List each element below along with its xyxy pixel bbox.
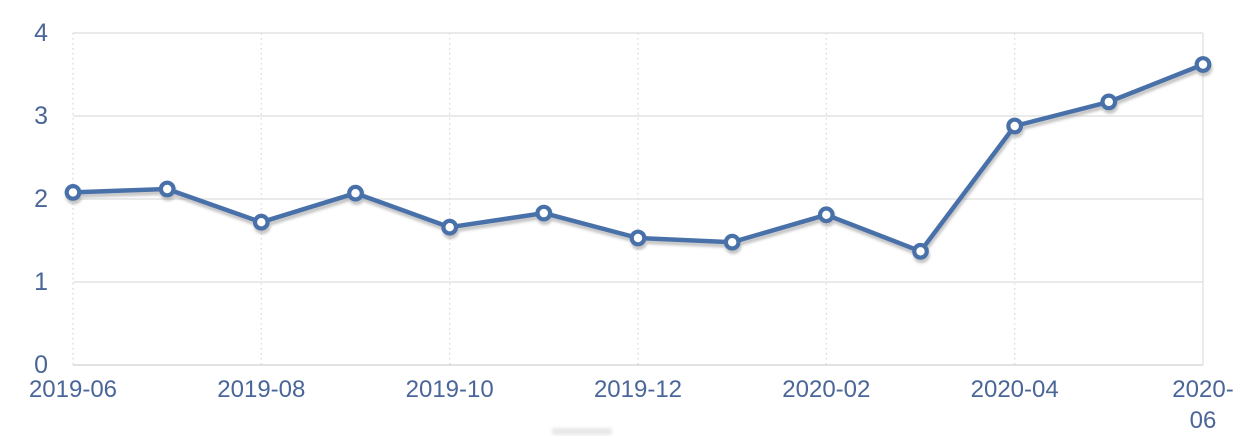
data-point-marker (1194, 56, 1212, 73)
data-point-marker (912, 242, 929, 260)
data-point-marker (723, 233, 741, 251)
x-axis-tick-label: 2020- (1172, 376, 1233, 403)
x-axis-tick-label: 2019-12 (594, 376, 682, 403)
data-point-marker (158, 180, 176, 198)
x-axis-tick-label: 2019-06 (29, 376, 117, 403)
data-point-marker (535, 204, 553, 222)
y-axis-tick-label: 2 (34, 185, 48, 213)
y-axis-tick-label: 3 (34, 102, 48, 130)
data-point-marker (252, 213, 270, 231)
data-point-marker (441, 218, 459, 236)
data-point-marker (64, 183, 82, 201)
data-point-marker (629, 229, 647, 247)
data-point-marker (1100, 93, 1118, 111)
x-axis-tick-label: 06 (1190, 407, 1217, 434)
data-point-marker (1006, 117, 1024, 135)
data-point-marker (347, 184, 364, 202)
y-axis-tick-label: 0 (34, 351, 48, 379)
data-series (64, 56, 1212, 260)
data-point-marker (817, 206, 835, 224)
x-axis-tick-label: 2019-08 (217, 376, 305, 403)
x-axis-tick-label: 2020-02 (782, 376, 870, 403)
x-axis-tick-label: 2019-10 (406, 376, 494, 403)
y-axis-tick-label: 1 (34, 268, 48, 296)
x-axis-tick-label: 2020-04 (971, 376, 1059, 403)
y-axis-tick-label: 4 (34, 19, 48, 47)
